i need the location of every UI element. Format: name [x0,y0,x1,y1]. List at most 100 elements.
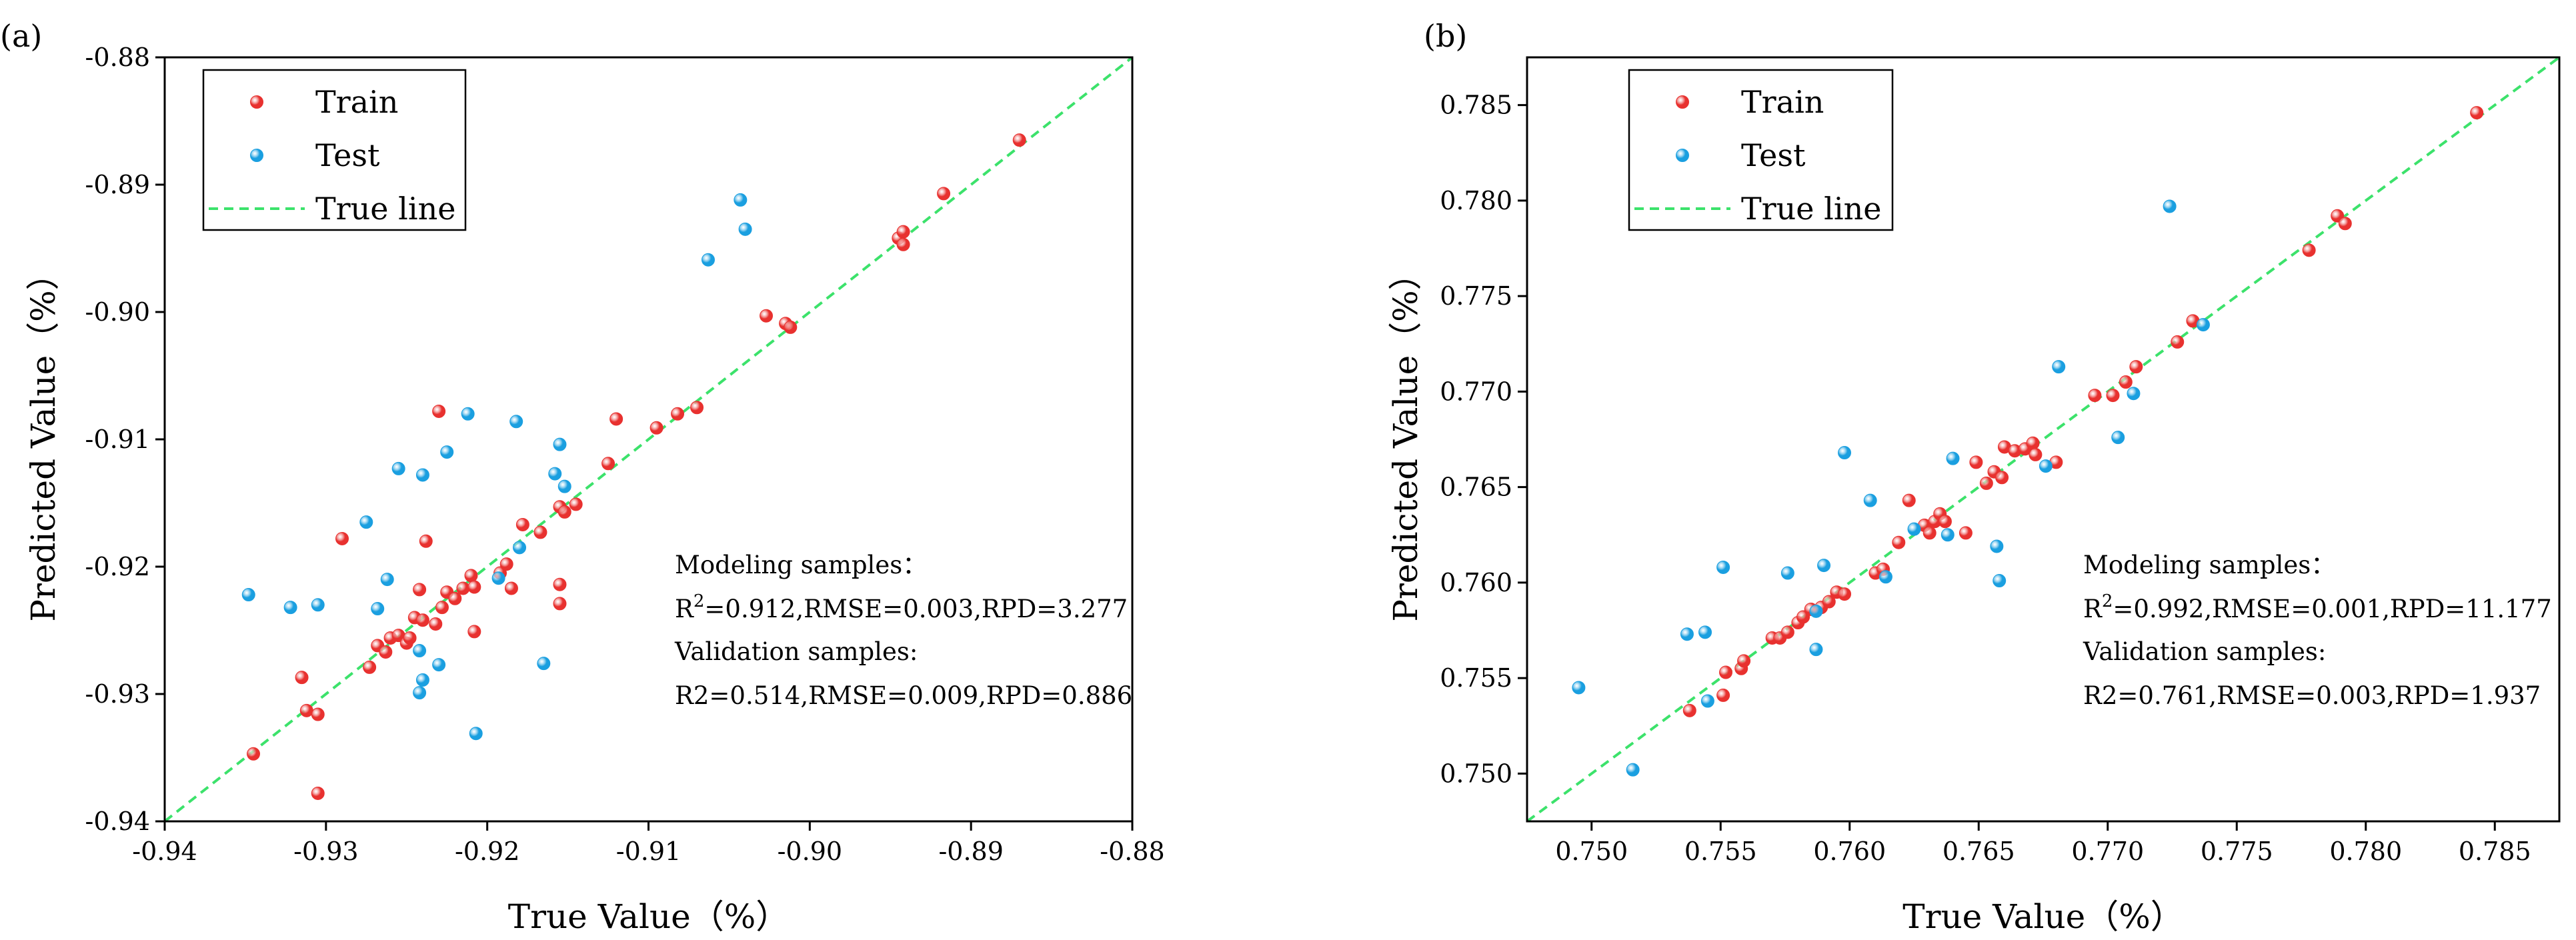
y-tick-label: 0.750 [1440,759,1512,788]
train-point-47 [937,187,951,201]
x-tick-label: 0.760 [1813,837,1886,866]
test-point-5 [380,573,394,587]
y-tick-label: 0.775 [1440,281,1512,311]
x-tick-label: 0.780 [2329,837,2402,866]
legend: Train Test True line [1628,69,1894,231]
test-point-20 [553,437,567,451]
train-point-23 [1938,515,1952,529]
y-tick-label: 0.765 [1440,473,1512,502]
train-point-8 [379,645,393,659]
r-squared-superscript: 2 [694,591,705,611]
test-point-7 [413,644,427,658]
legend-test-marker [250,149,263,162]
test-point-1 [283,601,297,615]
train-point-28 [504,581,518,595]
x-tick-label: -0.94 [132,837,197,866]
train-point-41 [2302,243,2316,257]
legend-label-true-line: True line [1741,191,1881,227]
train-point-24 [467,580,481,594]
test-point-0 [241,588,255,602]
test-point-6 [391,461,405,475]
train-point-14 [1838,587,1852,601]
test-point-2 [1680,627,1694,641]
panel-label: (b) [1424,18,1467,54]
y-axis-label: Predicted Value（%） [24,257,63,621]
test-point-15 [1946,451,1960,465]
test-point-10 [413,686,427,700]
test-point-13 [1907,522,1921,536]
x-tick-label: -0.88 [1100,837,1164,866]
train-point-37 [609,412,623,426]
train-point-1 [1716,688,1730,702]
train-point-29 [515,517,529,531]
train-point-1 [295,671,309,685]
train-point-12 [403,631,417,645]
x-axis-label: True Value（%） [1902,897,2184,936]
train-point-21 [448,591,462,605]
train-point-12 [1822,595,1836,609]
test-point-15 [491,571,505,585]
x-tick-label: -0.89 [938,837,1003,866]
test-point-22 [2163,199,2177,213]
train-point-33 [553,597,567,611]
train-point-18 [1902,493,1916,507]
test-point-4 [371,602,385,616]
test-point-8 [1809,604,1823,618]
train-point-16 [419,534,433,548]
x-tick-label: 0.755 [1684,837,1757,866]
train-point-18 [432,404,446,418]
modeling-samples-title: Modeling samples： [675,551,927,579]
modeling-metrics-values: =0.992,RMSE=0.001,RPD=11.177 [2113,595,2551,623]
train-point-43 [2338,217,2352,231]
test-point-16 [1990,539,2004,553]
train-point-5 [335,531,349,545]
r-squared-symbol: R [2083,595,2103,623]
test-point-4 [1700,694,1714,708]
test-point-12 [1878,570,1892,584]
chart-panel-a: -0.94 -0.93 -0.92 -0.91 -0.90 -0.89 -0.88 -0.94… [0,18,1165,936]
train-point-4 [311,786,325,800]
train-point-28 [1995,471,2009,485]
x-tick-label: -0.93 [293,837,358,866]
y-tick-label: 0.770 [1440,377,1512,406]
train-point-30 [533,525,547,539]
test-point-3 [1698,625,1712,639]
validation-metrics: R2=0.761,RMSE=0.003,RPD=1.937 [2083,681,2541,710]
train-point-15 [415,613,429,627]
train-point-20 [1922,526,1937,540]
train-point-43 [784,320,798,334]
train-point-39 [671,407,685,421]
train-point-33 [2029,447,2043,461]
test-point-11 [432,658,446,672]
train-point-14 [413,583,427,597]
train-point-44 [2470,106,2484,120]
y-tick-label: -0.93 [85,679,150,709]
test-point-14 [469,727,483,741]
test-point-5 [1716,560,1730,574]
train-point-0 [1682,703,1696,717]
legend-box [202,69,467,231]
legend-test-marker [1676,149,1689,162]
train-point-2 [1718,665,1732,679]
modeling-metrics: R2=0.912,RMSE=0.003,RPD=3.277 [675,591,1128,623]
test-point-10 [1838,446,1852,460]
true-line [165,57,1132,821]
x-axis-label: True Value（%） [508,897,790,936]
test-point-2 [311,598,325,612]
legend-label-train: Train [315,84,398,120]
legend-label-true-line: True line [315,191,455,227]
train-point-38 [2129,360,2143,374]
x-tick-label: -0.91 [616,837,681,866]
x-tick-label: 0.765 [1943,837,2015,866]
train-point-19 [435,601,449,615]
y-tick-label: 0.755 [1440,663,1512,693]
test-point-17 [513,541,527,555]
legend-train-marker [1676,95,1689,109]
modeling-samples-title: Modeling samples： [2083,551,2335,579]
train-point-17 [429,617,443,631]
train-point-40 [690,401,704,415]
train-point-2 [299,703,313,717]
train-point-35 [569,497,583,511]
train-point-4 [1737,654,1751,668]
y-tick-label: -0.89 [85,170,150,199]
